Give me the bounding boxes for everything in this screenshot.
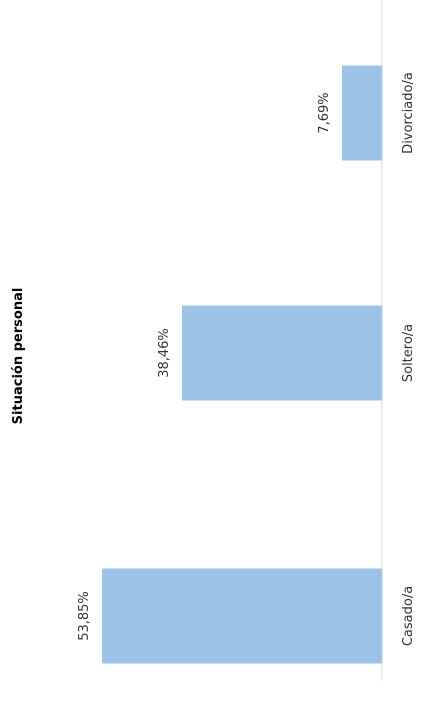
bar-data-label: 38,46% [157,328,172,378]
chart-title: Situación personal [11,288,26,425]
bar-2 [182,305,382,401]
bars-layer [101,65,382,664]
category-tick-label: Divorciado/a [401,72,416,154]
chart-plot-group: Casado/a 53,85% Soltero/a 38,46% Divorciado/… [11,0,416,681]
labels-layer: Casado/a 53,85% Soltero/a 38,46% Divorciado/… [77,72,416,646]
category-tick-label: Soltero/a [401,324,416,382]
category-tick-label: Casado/a [401,586,416,646]
bar-data-label: 7,69% [317,92,332,133]
bar-1 [101,568,382,664]
bar-3 [342,65,382,161]
bar-data-label: 53,85% [77,591,92,641]
